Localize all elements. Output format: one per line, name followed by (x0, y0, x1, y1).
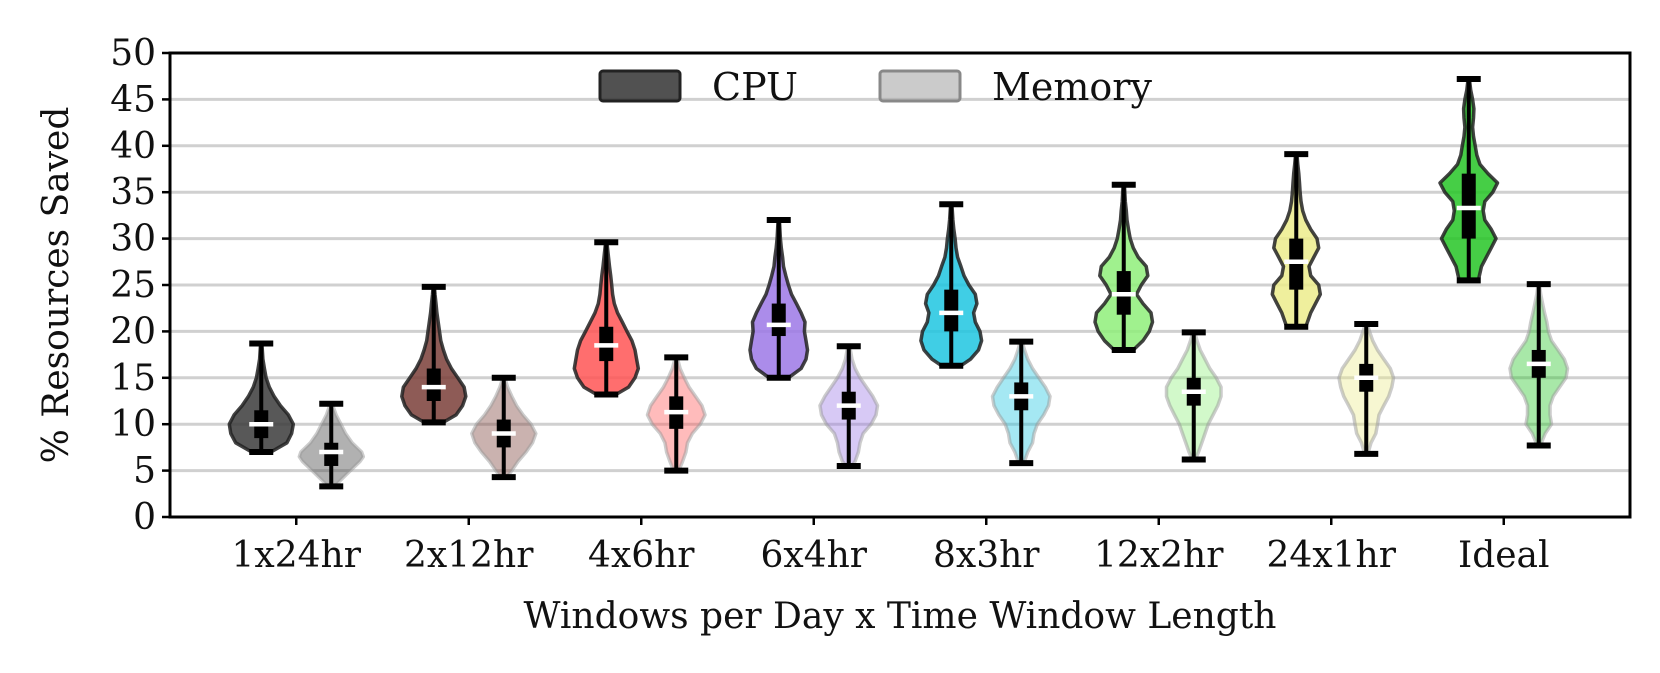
box-cpu-Ideal (1456, 75, 1481, 284)
box-cpu-1x24hr (249, 340, 274, 456)
box-cpu-6x4hr (766, 217, 791, 381)
y-tick-label: 45 (110, 79, 156, 120)
legend-label-memory: Memory (992, 65, 1152, 109)
box-memory-4x6hr (664, 354, 689, 474)
box-memory-6x4hr (836, 343, 861, 469)
legend-swatch-cpu (598, 69, 682, 103)
x-tick-label: Ideal (1458, 535, 1550, 576)
x-tick-label: 4x6hr (588, 535, 695, 576)
y-axis-label: % Resources Saved (36, 107, 77, 464)
y-tick-label: 40 (110, 126, 156, 167)
x-tick-label: 1x24hr (232, 535, 362, 576)
box-cpu-8x3hr (939, 201, 964, 369)
x-axis: 1x24hr 2x12hr 4x6hr 6x4hr 8x3hr 12x2hr 24x1hr I… (232, 517, 1550, 576)
y-tick-label: 35 (110, 172, 156, 213)
iqr-box (944, 289, 959, 332)
y-tick-label: 25 (110, 265, 156, 306)
legend-swatch-memory (878, 69, 962, 103)
box-cpu-24x1hr (1284, 151, 1309, 330)
iqr-box (426, 368, 441, 401)
x-tick-label: 12x2hr (1094, 535, 1224, 576)
x-tick-label: 8x3hr (933, 535, 1040, 576)
y-tick-label: 30 (110, 219, 156, 260)
box-memory-12x2hr (1181, 329, 1206, 463)
y-tick-label: 5 (133, 451, 156, 492)
box-memory-2x12hr (491, 374, 516, 481)
y-tick-label: 20 (110, 311, 156, 352)
iqr-box (324, 442, 339, 466)
y-tick-label: 0 (133, 497, 156, 538)
box-memory-Ideal (1526, 281, 1551, 449)
box-markers (249, 75, 1551, 490)
x-tick-label: 6x4hr (760, 535, 867, 576)
x-tick-label: 24x1hr (1267, 535, 1397, 576)
legend: CPU Memory (598, 65, 1152, 109)
x-axis-label: Windows per Day x Time Window Length (524, 596, 1277, 637)
y-axis: 0 5 10 15 20 25 30 35 40 45 50 (110, 33, 170, 538)
y-tick-label: 50 (110, 33, 156, 74)
box-memory-1x24hr (319, 400, 344, 490)
y-tick-label: 15 (110, 358, 156, 399)
box-cpu-12x2hr (1111, 181, 1136, 353)
box-cpu-2x12hr (421, 283, 446, 426)
iqr-box (1289, 238, 1304, 290)
box-memory-24x1hr (1354, 320, 1379, 457)
box-memory-8x3hr (1009, 338, 1034, 467)
iqr-box (771, 303, 786, 337)
box-cpu-4x6hr (594, 239, 619, 398)
y-tick-label: 10 (110, 404, 156, 445)
x-tick-label: 2x12hr (404, 535, 534, 576)
legend-label-cpu: CPU (712, 65, 798, 109)
